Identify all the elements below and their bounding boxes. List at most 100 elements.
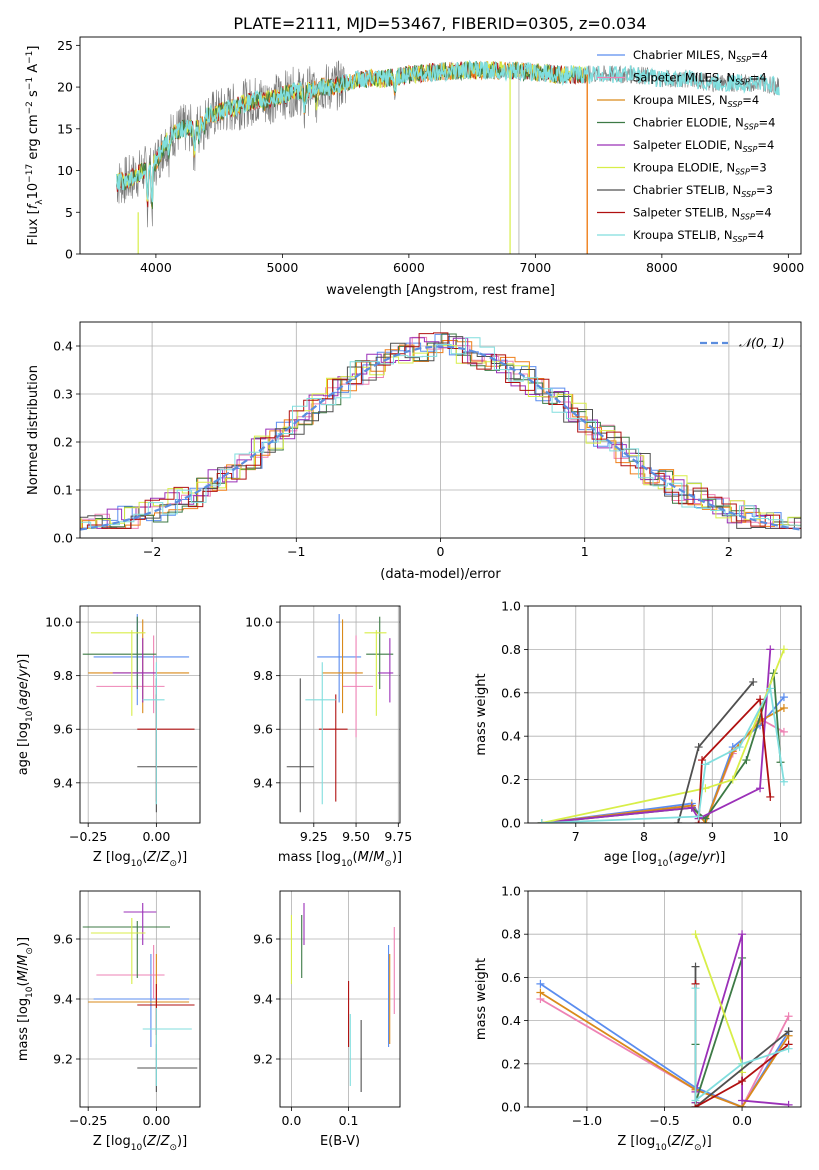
legend-label-sub: SSP [728, 100, 743, 109]
mass-weight-marker [536, 979, 545, 988]
mass-weight-marker [691, 984, 700, 993]
x-tick-label: 2 [725, 544, 733, 559]
legend-label: Kroupa STELIB, NSSP=4 [633, 228, 764, 244]
x-tick-label: −1.0 [572, 1113, 602, 1128]
mass-weight-marker [537, 819, 546, 823]
axes-mass_vs_Z: −0.25 0.00 9.2 9.4 9.6 Z [log10(Z/Z⊙)] mass [l… [16, 890, 201, 1153]
x-tick-label: 8000 [646, 260, 678, 275]
x-axis-label: (data-model)/error [380, 567, 501, 582]
y-tick-label: 9.8 [253, 668, 273, 683]
mass-weight-marker [784, 1027, 793, 1036]
x-axis-label: wavelength [Angstrom, rest frame] [326, 283, 555, 298]
legend-label-sub: SSP [735, 78, 750, 87]
mass-weight-marker [779, 693, 788, 702]
y-tick-label: 9.4 [253, 775, 273, 790]
mass-weight-marker [749, 677, 758, 686]
legend-label: Chabrier MILES, NSSP=4 [633, 48, 768, 64]
mass-weight-marker [735, 743, 744, 752]
mass-weight-series-line [541, 685, 785, 823]
legend-label-sub: SSP [741, 190, 756, 199]
legend-label-suffix: =3 [756, 183, 773, 197]
legend-label-suffix: =4 [742, 93, 759, 107]
x-tick-label: 8 [640, 829, 648, 844]
y-tick-label: 1.0 [501, 599, 521, 614]
y-axis-label: age [log10(age/yr)] [16, 654, 35, 776]
legend-label-suffix: =4 [757, 138, 774, 152]
axes-frame [279, 890, 401, 1108]
y-tick-label: 15 [57, 121, 73, 136]
legend-label-sub: SSP [733, 235, 748, 244]
x-tick-label: 9.75 [384, 829, 412, 844]
legend-label-text: Kroupa ELODIE, N [633, 161, 735, 175]
y-tick-label: 9.6 [253, 932, 273, 947]
y-tick-label: 1.0 [501, 884, 521, 899]
axes-mass_weight_vs_age: 7 8 9 10 0.0 0.2 0.4 0.6 0.8 1.0 age [log10(age/yr… [474, 599, 802, 869]
legend-label: Chabrier STELIB, NSSP=3 [633, 183, 773, 199]
legend-label-text: Salpeter ELODIE, N [633, 138, 743, 152]
spectrum-data-line [116, 60, 780, 228]
legend-label: 𝒩(0, 1) [739, 335, 785, 350]
mass-weight-marker [536, 988, 545, 997]
y-tick-label: 9.6 [253, 722, 273, 737]
mass-weight-marker [766, 684, 775, 693]
y-tick-label: 9.4 [53, 775, 73, 790]
x-tick-label: 7 [572, 829, 580, 844]
mass-weight-series-line [697, 697, 772, 823]
mass-weight-series-line [539, 991, 790, 1107]
plot-layer: 4000 5000 6000 7000 8000 90000510152025Chabri… [16, 36, 804, 1153]
legend-label-text: Kroupa MILES, N [633, 93, 728, 107]
axes-mass_weight_vs_Z: −1.0 −0.5 0.0 0.0 0.2 0.4 0.6 0.8 1.0 Z [log10(Z/… [474, 884, 802, 1153]
legend-label-text: Salpeter MILES, N [633, 71, 735, 85]
mass-weight-series-line [539, 983, 790, 1107]
y-tick-label: 0.2 [53, 435, 73, 450]
y-tick-label: 9.6 [53, 722, 73, 737]
y-axis-label: mass weight [474, 673, 489, 755]
axes-frame [527, 605, 802, 824]
legend-label-suffix: =4 [755, 206, 772, 220]
x-axis-label: age [log10(age/yr)] [604, 850, 726, 869]
legend-label-text: Chabrier MILES, N [633, 48, 736, 62]
mass-weight-marker [742, 756, 751, 765]
legend-label-text: Chabrier ELODIE, N [633, 116, 744, 130]
legend-label-suffix: =4 [750, 71, 767, 85]
mass-weight-series-line [694, 957, 743, 1103]
y-tick-label: 0.4 [501, 729, 521, 744]
y-tick-label: 5 [65, 205, 73, 220]
mass-weight-marker [779, 777, 788, 786]
y-tick-label: 0.2 [501, 772, 521, 787]
mass-weight-marker [784, 1012, 793, 1021]
y-tick-label: 0.0 [53, 531, 73, 546]
mass-weight-marker [756, 695, 765, 704]
y-tick-label: 20 [57, 80, 73, 95]
mass-weight-marker [698, 756, 707, 765]
x-tick-label: 0.00 [142, 1113, 170, 1128]
y-tick-label: 9.8 [53, 668, 73, 683]
y-tick-label: 0.8 [501, 642, 521, 657]
x-tick-label: −1 [287, 544, 305, 559]
x-axis-label: Z [log10(Z/Z⊙)] [617, 1134, 711, 1153]
mass-weight-marker [728, 775, 737, 784]
legend-label: Kroupa ELODIE, NSSP=3 [633, 161, 767, 177]
x-axis-label: Z [log10(Z/Z⊙)] [93, 1134, 187, 1153]
x-tick-label: 9 [708, 829, 716, 844]
mass-weight-marker [691, 930, 700, 939]
x-tick-label: 4000 [140, 260, 172, 275]
mass-weight-series-line [541, 707, 785, 823]
legend-label: Kroupa MILES, NSSP=4 [633, 93, 759, 109]
x-tick-label: 9.50 [342, 829, 370, 844]
y-tick-label: 0.6 [501, 970, 521, 985]
axes-age_vs_mass: 9.25 9.50 9.75 9.4 9.6 9.8 10.0 mass [log10(M/M… [245, 605, 412, 869]
mass-weight-series-line [694, 988, 789, 1103]
histograms [80, 332, 801, 531]
legend-label-sub: SSP [736, 55, 751, 64]
axes-frame [79, 321, 802, 539]
y-tick-label: 9.6 [53, 932, 73, 947]
y-tick-label: 10.0 [45, 615, 73, 630]
mass-weight-marker [766, 645, 775, 654]
y-tick-label: 0.4 [53, 339, 73, 354]
x-tick-label: 0.0 [281, 1113, 301, 1128]
axes-age_vs_Z: −0.25 0.00 9.4 9.6 9.8 10.0 Z [log10(Z/Z⊙)] age… [16, 605, 201, 869]
axes-residuals: −2 −1 0 1 2 0.0 0.1 0.2 0.3 0.4 𝒩(0, 1) (data-model… [26, 321, 802, 582]
y-tick-label: 9.2 [253, 1052, 273, 1067]
